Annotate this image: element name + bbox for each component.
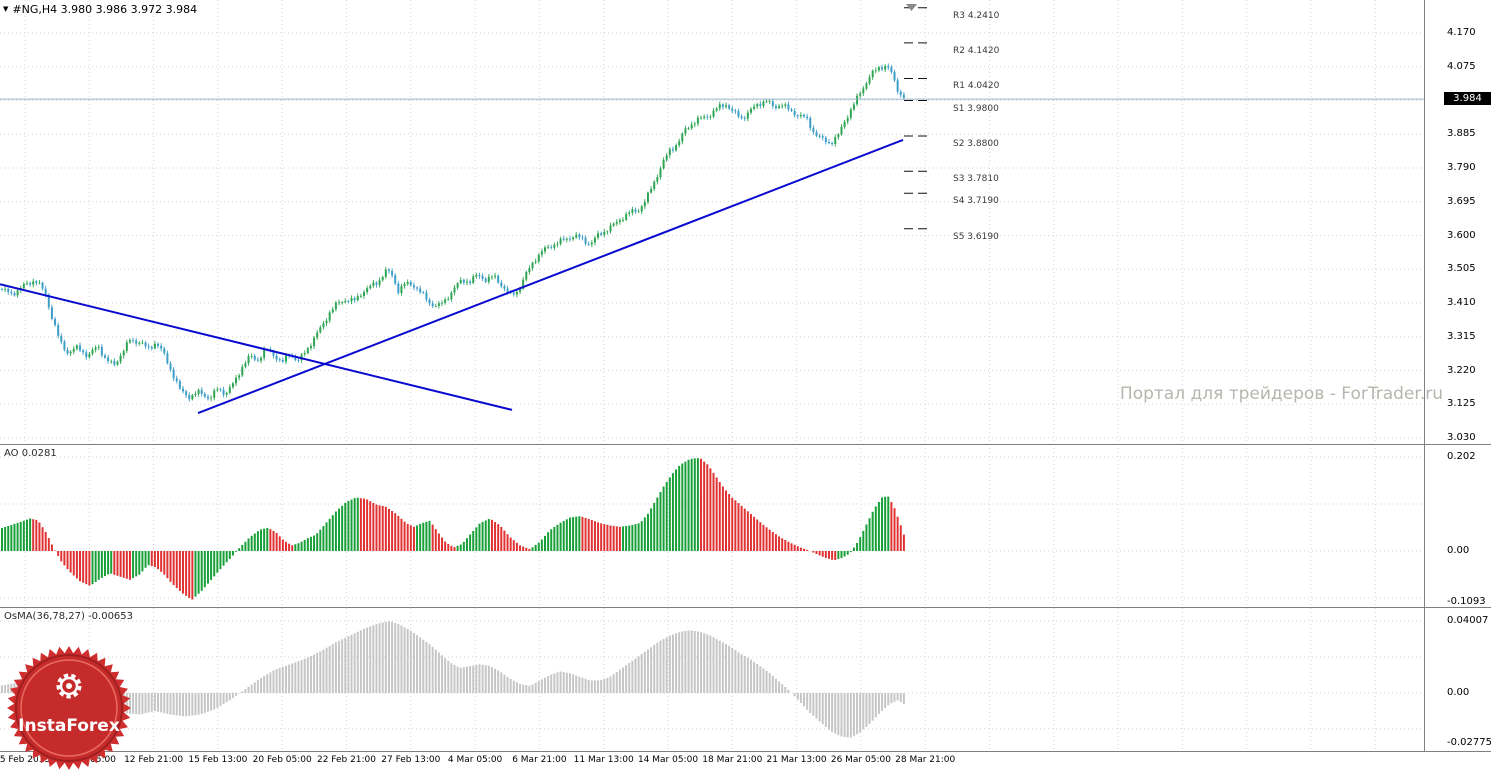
logo-text: InstaForex xyxy=(18,716,120,736)
osma-tick-label: 0.04007 xyxy=(1447,615,1489,626)
time-tick-label: 22 Feb 21:00 xyxy=(316,755,377,765)
price-tick-label: 3.505 xyxy=(1447,263,1476,275)
price-tick-label: 3.600 xyxy=(1447,229,1476,241)
price-tick-label: 3.030 xyxy=(1447,432,1476,443)
time-tick-label: 18 Mar 21:00 xyxy=(702,755,763,765)
time-tick-label: 20 Feb 05:00 xyxy=(252,755,312,765)
ao-tick-label: 0.00 xyxy=(1447,545,1470,556)
price-tick-label: 3.315 xyxy=(1447,330,1476,342)
price-tick-label: 3.695 xyxy=(1447,195,1476,207)
ao-tick-label: -0.1093 xyxy=(1447,595,1486,607)
ao-indicator-label: AO 0.0281 xyxy=(4,448,57,459)
time-tick-label: 12 Feb 21:00 xyxy=(124,755,184,765)
osma-tick-label: 0.00 xyxy=(1447,687,1470,698)
time-tick-label: 21 Mar 13:00 xyxy=(766,755,827,765)
gear-icon xyxy=(56,673,82,699)
candles xyxy=(1,63,905,402)
price-tick-label: 3.885 xyxy=(1447,128,1476,140)
time-tick-label: 5 Feb 2013 xyxy=(0,755,51,765)
grid xyxy=(0,0,1424,751)
price-tick-label: 3.220 xyxy=(1447,364,1476,376)
price-tick-label: 3.125 xyxy=(1447,398,1476,410)
symbol-ohlc-text: #NG,H4 3.980 3.986 3.972 3.984 xyxy=(12,3,198,16)
scroll-marker-icon[interactable] xyxy=(906,4,917,11)
time-tick-label: 11 Mar 13:00 xyxy=(573,755,634,765)
time-tick-label: 27 Feb 13:00 xyxy=(381,755,441,765)
ao-tick-label: 0.202 xyxy=(1447,451,1476,462)
pivot-label-r3: R3 4.2410 xyxy=(953,10,1000,21)
time-tick-label: 28 Mar 21:00 xyxy=(895,755,956,765)
pivot-label-s3: S3 3.7810 xyxy=(953,174,999,185)
instaforex-logo[interactable]: InstaForex xyxy=(6,645,132,771)
osma-tick-label: -0.02775 xyxy=(1447,736,1491,748)
time-tick-label: 14 Mar 05:00 xyxy=(637,755,699,765)
pivot-label-s4: S4 3.7190 xyxy=(953,196,999,207)
pivot-label-r1: R1 4.0420 xyxy=(953,81,1000,92)
symbol-ohlc-header: ▼ #NG,H4 3.980 3.986 3.972 3.984 xyxy=(3,3,197,16)
time-tick-label: 4 Mar 05:00 xyxy=(447,755,503,765)
price-tick-label: 4.170 xyxy=(1447,27,1476,38)
logo-inner-circle xyxy=(15,654,123,762)
time-tick-label: 26 Mar 05:00 xyxy=(830,755,891,765)
current-price-tag: 3.984 xyxy=(1444,92,1491,106)
logo-ring xyxy=(20,659,118,757)
time-tick-label: 15 Feb 13:00 xyxy=(188,755,248,765)
pivot-label-s1: S1 3.9800 xyxy=(953,103,999,114)
trendline[interactable] xyxy=(0,283,513,411)
ao-histogram xyxy=(1,458,905,600)
osma-histogram xyxy=(1,621,905,738)
fortrader-watermark: Портал для трейдеров - ForTrader.ru xyxy=(1119,384,1443,404)
time-tick-label: 6 Mar 21:00 xyxy=(512,755,567,765)
trendlines xyxy=(0,138,904,415)
pivot-label-s5: S5 3.6190 xyxy=(953,231,999,242)
price-tick-label: 3.790 xyxy=(1447,162,1476,173)
pivot-label-s2: S2 3.8800 xyxy=(953,139,999,150)
price-tick-label: 4.075 xyxy=(1447,60,1476,72)
pivot-label-r2: R2 4.1420 xyxy=(953,45,1000,56)
osma-indicator-label: OsMA(36,78,27) -0.00653 xyxy=(4,611,134,622)
trendline[interactable] xyxy=(197,138,904,415)
price-tick-label: 3.410 xyxy=(1447,297,1476,308)
collapse-arrow-icon[interactable]: ▼ xyxy=(3,5,9,13)
